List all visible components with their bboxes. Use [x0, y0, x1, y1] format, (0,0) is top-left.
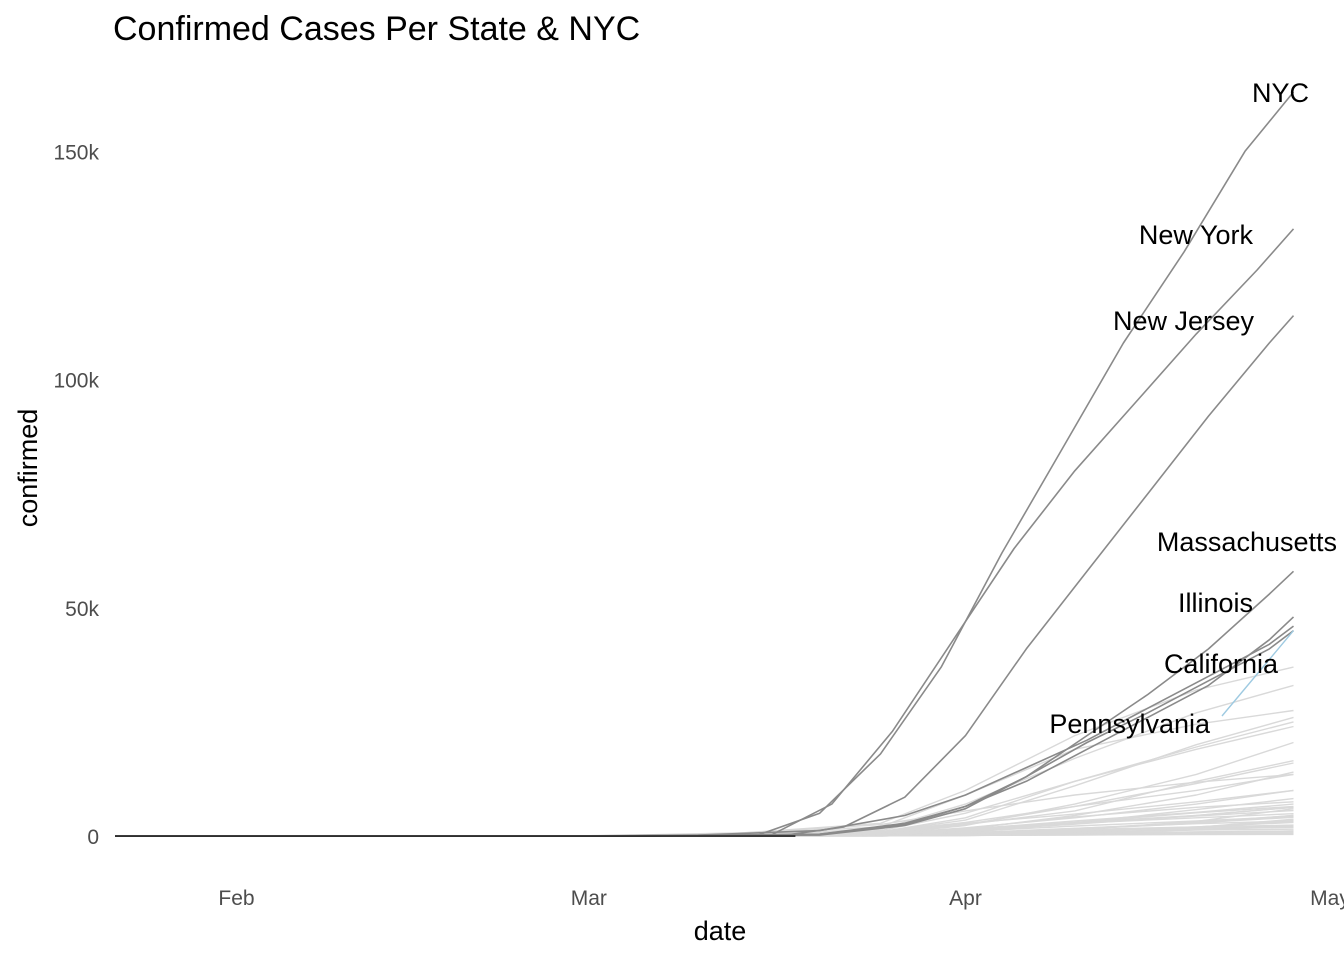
- series-label-nyc: NYC: [1252, 78, 1309, 108]
- series-labels-group: NYC New York New Jersey Massachusetts Illino…: [1049, 78, 1337, 739]
- y-axis-ticks: 0 50k 100k 150k: [53, 141, 99, 849]
- y-axis-title: confirmed: [13, 409, 43, 528]
- x-tick-label: Feb: [218, 887, 254, 910]
- series-line-michigan: [115, 667, 1294, 836]
- x-axis-title: date: [694, 916, 747, 946]
- series-line-new-jersey: [115, 316, 1294, 836]
- series-label-pennsylvania: Pennsylvania: [1049, 709, 1211, 739]
- x-axis-ticks: Feb Mar Apr May: [218, 887, 1344, 910]
- series-line-massachusetts: [115, 571, 1294, 836]
- background-series-group: [115, 667, 1294, 836]
- y-tick-label: 0: [87, 826, 99, 849]
- x-tick-label: Apr: [949, 887, 982, 910]
- series-label-new-jersey: New Jersey: [1113, 306, 1255, 336]
- y-tick-label: 150k: [53, 141, 99, 164]
- series-label-california: California: [1164, 649, 1279, 679]
- series-label-illinois: Illinois: [1178, 588, 1253, 618]
- series-label-new-york: New York: [1139, 220, 1254, 250]
- x-tick-label: May: [1310, 887, 1344, 910]
- series-line-indiana: [115, 763, 1294, 836]
- x-tick-label: Mar: [571, 887, 607, 910]
- series-label-massachusetts: Massachusetts: [1157, 527, 1337, 557]
- y-tick-label: 100k: [53, 370, 99, 393]
- y-tick-label: 50k: [65, 598, 99, 621]
- chart-title: Confirmed Cases Per State & NYC: [113, 10, 640, 48]
